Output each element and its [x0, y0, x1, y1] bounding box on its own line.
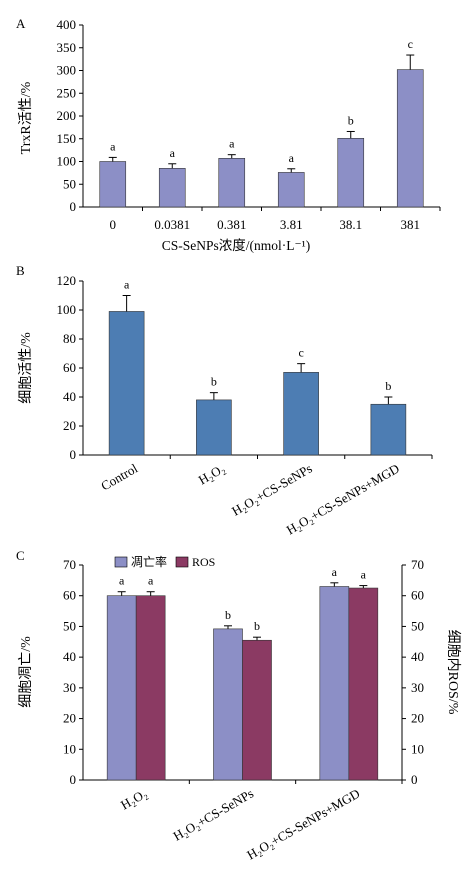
- panel-b-significance-letter: b: [385, 379, 391, 393]
- panel-b-y-tick-label: 20: [63, 418, 76, 433]
- panel-c-y-tick-label: 40: [63, 649, 76, 664]
- panel-c-y-tick-label-right: 20: [411, 711, 424, 726]
- panel-c-significance-letter: a: [332, 565, 338, 579]
- legend-swatch-0: [114, 556, 128, 568]
- panel-a-letter: A: [16, 16, 26, 31]
- panel-b-significance-letter: a: [124, 278, 130, 292]
- panel-c-bar: [319, 586, 350, 781]
- panel-c-y-tick-label: 70: [63, 557, 76, 572]
- panel-b-bar: [283, 372, 319, 456]
- panel-c-y-tick-label: 10: [63, 741, 76, 756]
- panel-a-y-tick-label: 300: [57, 63, 77, 78]
- panel-b-y-tick-label: 0: [70, 447, 77, 462]
- panel-c-y-tick-label: 30: [63, 680, 76, 695]
- panel-a-significance-letter: c: [408, 37, 413, 51]
- panel-b-x-tick-label: H₂O₂: [196, 461, 228, 488]
- panel-a-y-tick-label: 400: [57, 17, 77, 32]
- panel-b-y-tick-label: 120: [57, 273, 77, 288]
- panel-a-x-tick-label: 0.381: [217, 217, 246, 232]
- panel-b-y-tick-label: 60: [63, 360, 76, 375]
- panel-a-significance-letter: a: [289, 151, 295, 165]
- panel-a-y-tick-label: 350: [57, 40, 77, 55]
- panel-a-y-tick-label: 100: [57, 154, 77, 169]
- legend-label-1: ROS: [192, 555, 215, 569]
- panel-a-x-tick-label: 0.0381: [154, 217, 190, 232]
- panel-a-significance-letter: b: [348, 113, 354, 127]
- panel-c-y-tick-label: 50: [63, 618, 76, 633]
- panel-b: B 细胞活性/% 0 20 40 60 80 100 120 a Control b H₂O₂ c H₂…: [16, 263, 433, 537]
- panel-c-letter: C: [16, 548, 25, 563]
- panel-a-x-tick-label: 3.81: [280, 217, 303, 232]
- panel-a-y-tick-label: 0: [70, 199, 77, 214]
- panel-c-x-tick-label: H₂O₂+CS-SeNPs: [170, 786, 256, 844]
- panel-c: C 细胞凋亡/% 细胞内ROS/% 凋亡率 ROS 0 0 10 10 20 20 30 30…: [16, 548, 461, 862]
- panel-a-y-tick-label: 50: [63, 176, 76, 191]
- panel-a-y-tick-label: 150: [57, 131, 77, 146]
- panel-a-significance-letter: a: [110, 139, 116, 153]
- panel-c-bar: [135, 595, 166, 781]
- panel-b-x-tick-label: H₂O₂+CS-SeNPs: [229, 461, 315, 519]
- panel-c-x-tick-label: H₂O₂+CS-SeNPs+MGD: [244, 786, 362, 863]
- panel-c-axes: 0 0 10 10 20 20 30 30 40 40 50 50 60 60 70 70 a a H₂O₂ b b H₂…: [63, 557, 424, 862]
- panel-c-bar: [106, 595, 137, 781]
- panel-a-bar: [158, 168, 186, 208]
- panel-b-y-axis-label: 细胞活性/%: [18, 332, 34, 404]
- panel-a-x-tick-label: 0: [110, 217, 117, 232]
- panel-a-bar: [337, 137, 365, 208]
- panel-c-bar: [213, 628, 243, 781]
- panel-c-y-tick-label-right: 70: [411, 557, 424, 572]
- panel-c-x-tick-label: H₂O₂: [118, 786, 150, 813]
- panel-a-x-axis-label: CS-SeNPs浓度/(nmol·L⁻¹): [162, 238, 310, 253]
- panel-a-bar: [99, 161, 127, 208]
- panel-b-letter: B: [16, 263, 25, 278]
- panel-a-y-axis-label: TrxR活性/%: [18, 81, 34, 154]
- panel-b-axes: 0 20 40 60 80 100 120 a Control b H₂O₂ c H₂O₂+CS-SeN…: [57, 273, 433, 537]
- panel-a-bar: [277, 172, 305, 208]
- panel-b-bar: [108, 311, 145, 456]
- panel-c-y-axis-label: 细胞凋亡/%: [18, 636, 34, 708]
- panel-c-significance-letter: a: [119, 574, 125, 588]
- panel-b-y-tick-label: 40: [63, 389, 76, 404]
- panel-a-significance-letter: a: [229, 137, 235, 151]
- panel-c-y-tick-label-right: 50: [411, 618, 424, 633]
- panel-a-axes: 0 50 100 150 200 250 300 350 400 a 0 a 0.0381 a 0.381 a…: [57, 17, 441, 232]
- panel-a-y-tick-label: 200: [57, 108, 77, 123]
- panel-a: A TrxR活性/% CS-SeNPs浓度/(nmol·L⁻¹) 0 50 100 1…: [16, 16, 441, 253]
- panel-a-bar: [396, 69, 424, 208]
- panel-c-bar: [242, 639, 272, 781]
- panel-b-significance-letter: b: [211, 375, 217, 389]
- panel-c-significance-letter: b: [225, 608, 231, 622]
- panel-a-x-tick-label: 38.1: [339, 217, 362, 232]
- panel-c-y-tick-label-right: 40: [411, 649, 424, 664]
- panel-c-bar: [348, 587, 379, 781]
- panel-b-bar: [370, 403, 407, 456]
- panel-b-x-tick-label: Control: [98, 460, 140, 493]
- panel-c-legend: 凋亡率 ROS: [114, 554, 215, 569]
- legend-swatch-1: [175, 556, 189, 568]
- panel-c-y-tick-label-right: 0: [411, 772, 418, 787]
- panel-a-bar: [218, 158, 246, 208]
- panel-c-y-tick-label-right: 10: [411, 741, 424, 756]
- panel-c-significance-letter: b: [254, 619, 260, 633]
- panel-c-y-tick-label: 0: [70, 772, 77, 787]
- panel-c-significance-letter: a: [148, 574, 154, 588]
- panel-a-y-tick-label: 250: [57, 85, 77, 100]
- panel-b-y-tick-label: 100: [57, 302, 77, 317]
- panel-c-y-axis-label-right: 细胞内ROS/%: [445, 630, 461, 715]
- panel-c-y-tick-label-right: 60: [411, 588, 424, 603]
- legend-label-0: 凋亡率: [131, 554, 167, 569]
- panel-c-y-tick-label-right: 30: [411, 680, 424, 695]
- panel-b-y-tick-label: 80: [63, 331, 76, 346]
- panel-c-y-tick-label: 20: [63, 711, 76, 726]
- panel-c-y-tick-label: 60: [63, 588, 76, 603]
- panel-b-significance-letter: c: [298, 346, 303, 360]
- panel-a-significance-letter: a: [170, 146, 176, 160]
- panel-a-x-tick-label: 381: [401, 217, 421, 232]
- panel-b-bar: [196, 399, 232, 456]
- panel-c-significance-letter: a: [361, 568, 367, 582]
